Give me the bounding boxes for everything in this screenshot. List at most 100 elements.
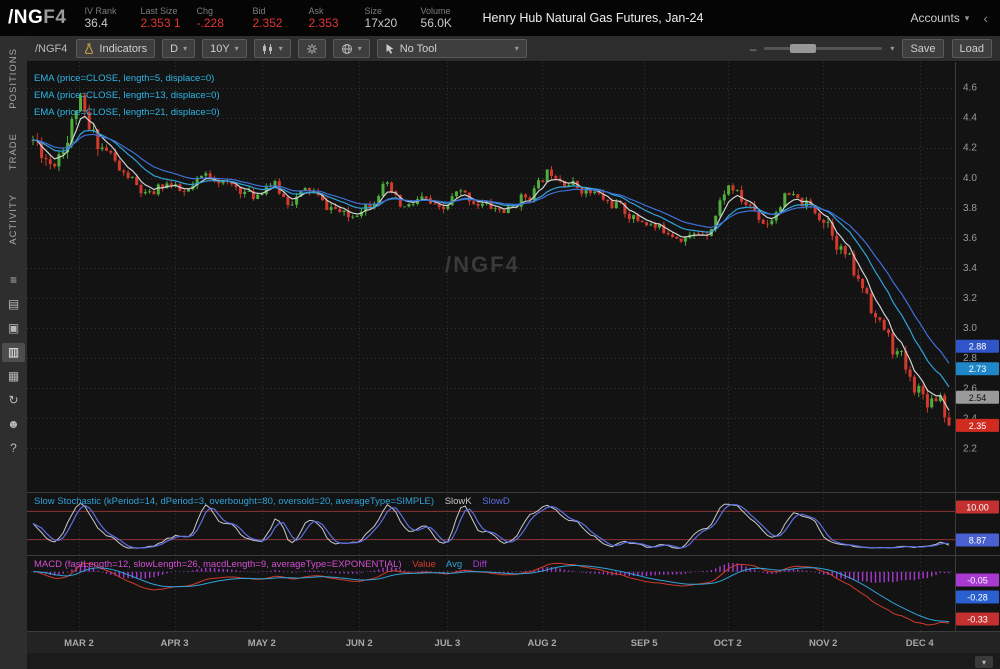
indicators-label: Indicators	[99, 42, 148, 55]
globe-icon	[341, 43, 352, 54]
sidebar: POSITIONS TRADE ACTIVITY ≡ ▤ ▣ ▥ ▦ ↻ ☻ ?	[0, 36, 27, 669]
sidebar-tab-positions[interactable]: POSITIONS	[8, 48, 19, 109]
svg-text:2.73: 2.73	[969, 364, 987, 374]
menu-icon[interactable]: ≡	[9, 273, 17, 288]
dashboard-icon[interactable]: ▦	[7, 369, 20, 384]
svg-text:2.4: 2.4	[963, 413, 977, 424]
range-dropdown[interactable]: 10Y ▾	[202, 39, 247, 58]
svg-text:2.8: 2.8	[963, 353, 977, 364]
collapse-chevron-icon[interactable]: ‹	[983, 10, 988, 26]
monitor-icon[interactable]: ▣	[7, 321, 20, 336]
chevron-down-icon: ▾	[357, 44, 362, 53]
symbol-title: /NGF4	[8, 7, 66, 29]
stat-iv-rank: IV Rank 36.4	[84, 6, 117, 30]
zoom-slider[interactable]	[764, 44, 883, 53]
chart-area: /NGF4 4.6 4.4 4.2 4.0 3.8 3.6 3.4 3.2 3.0 2.8 2.6 2.…	[27, 62, 1000, 669]
svg-text:MAR 2: MAR 2	[64, 638, 94, 649]
stat-ask: Ask 2.353	[308, 6, 339, 30]
indicators-button[interactable]: Indicators	[76, 39, 156, 58]
chart-style-dropdown[interactable]: ▾	[253, 39, 291, 58]
bottom-strip	[27, 653, 1000, 669]
refresh-icon[interactable]: ↻	[8, 393, 19, 408]
axis-settings-button	[975, 656, 993, 668]
stat-volume: Volume 56.0K	[420, 6, 452, 30]
help-icon[interactable]: ?	[10, 441, 17, 456]
ema5-line	[32, 115, 950, 411]
zoom-slider-handle[interactable]	[790, 44, 817, 53]
chevron-down-icon: ▾	[514, 44, 519, 53]
sidebar-gadget-icons: ≡ ▤ ▣ ▥ ▦ ↻ ☻ ?	[0, 271, 27, 458]
svg-text:▾: ▾	[982, 658, 986, 667]
axis-price-bubble	[956, 573, 999, 587]
zoom-slider-track	[764, 47, 883, 50]
ema13-label: EMA (price=CLOSE, length=13, displace=0)	[34, 90, 220, 101]
svg-text:2.54: 2.54	[969, 393, 987, 403]
stat-last-size: Last Size 2.353 1	[140, 6, 181, 30]
stat-size: Size 17x20	[364, 6, 398, 30]
timeframe-dropdown[interactable]: D ▾	[162, 39, 196, 58]
cursor-icon	[386, 43, 394, 54]
settings-gear-button[interactable]	[297, 39, 326, 58]
svg-text:MAY 2: MAY 2	[248, 638, 276, 649]
svg-text:2.88: 2.88	[969, 342, 987, 352]
load-button[interactable]: Load	[951, 39, 992, 58]
watchlist-icon[interactable]: ▤	[7, 297, 20, 312]
gear-icon	[306, 43, 317, 54]
slowd-line	[32, 503, 950, 549]
macd-avg-legend: Avg	[445, 559, 463, 570]
chevron-down-icon[interactable]: ▾	[890, 44, 895, 53]
svg-text:2.2: 2.2	[963, 443, 977, 454]
slowd-legend: SlowD	[482, 496, 510, 507]
stochastic-study-label: Slow Stochastic (kPeriod=14, dPeriod=3, …	[34, 496, 518, 507]
toolbar-symbol-label: /NGF4	[35, 42, 68, 55]
drawing-set-dropdown[interactable]: ▾	[332, 39, 370, 58]
zoom-out-button[interactable]: –	[749, 41, 757, 56]
stochastic-title: Slow Stochastic (kPeriod=14, dPeriod=3, …	[34, 496, 435, 507]
svg-text:DEC 4: DEC 4	[906, 638, 935, 649]
chart-icon[interactable]: ▥	[2, 342, 25, 362]
chat-icon[interactable]: ☻	[7, 417, 20, 432]
chart-watermark: /NGF4	[445, 252, 520, 277]
ema5-label: EMA (price=CLOSE, length=5, displace=0)	[34, 73, 215, 84]
macd-avg-line	[33, 565, 950, 623]
price-chart-canvas[interactable]: /NGF44.64.44.24.03.83.63.43.23.02.82.62.…	[27, 62, 1000, 669]
svg-text:APR 3: APR 3	[161, 638, 189, 649]
macd-diff-legend: Diff	[472, 559, 487, 570]
svg-text:-0.28: -0.28	[967, 593, 988, 603]
sidebar-tab-trade[interactable]: TRADE	[8, 132, 19, 170]
toolbar-right-group: – ▾ Save Load	[750, 39, 992, 58]
stat-bid: Bid 2.352	[252, 6, 283, 30]
chevron-down-icon: ▾	[964, 12, 970, 23]
stat-chg: Chg -.228	[196, 6, 224, 30]
tool-selector-dropdown[interactable]: No Tool ▾	[376, 39, 527, 58]
svg-text:4.2: 4.2	[963, 143, 977, 154]
svg-text:JUL 3: JUL 3	[435, 638, 461, 649]
flask-icon	[85, 43, 94, 54]
svg-text:4.6: 4.6	[963, 83, 977, 94]
sidebar-tab-activity[interactable]: ACTIVITY	[8, 193, 19, 245]
axis-price-bubble	[956, 390, 999, 404]
svg-text:3.4: 3.4	[963, 263, 977, 274]
svg-text:2.35: 2.35	[969, 421, 987, 431]
svg-text:-0.05: -0.05	[967, 576, 988, 586]
chart-toolbar: /NGF4 Indicators D ▾ 10Y ▾ ▾ ▾ No Tool	[27, 36, 1000, 62]
contract-title: Henry Hub Natural Gas Futures, Jan-24	[482, 11, 704, 25]
svg-text:4.4: 4.4	[963, 113, 977, 124]
svg-text:10.00: 10.00	[966, 503, 989, 513]
chevron-down-icon: ▾	[278, 44, 283, 53]
svg-text:OCT 2: OCT 2	[714, 638, 742, 649]
svg-text:JUN 2: JUN 2	[346, 638, 373, 649]
svg-text:3.2: 3.2	[963, 293, 977, 304]
save-button[interactable]: Save	[902, 39, 944, 58]
chevron-down-icon: ▾	[234, 44, 239, 53]
macd-value-legend: Value	[412, 559, 436, 570]
axis-price-bubble	[956, 533, 999, 547]
candlestick-style-icon	[262, 43, 272, 54]
accounts-dropdown[interactable]: Accounts ▾	[910, 11, 969, 25]
ema-legend: EMA (price=CLOSE, length=5, displace=0) …	[34, 70, 220, 121]
timeframe-value: D	[170, 42, 179, 55]
macd-study-label: MACD (fastLength=12, slowLength=26, macd…	[34, 559, 495, 570]
svg-text:2.6: 2.6	[963, 383, 977, 394]
svg-text:3.0: 3.0	[963, 323, 977, 334]
